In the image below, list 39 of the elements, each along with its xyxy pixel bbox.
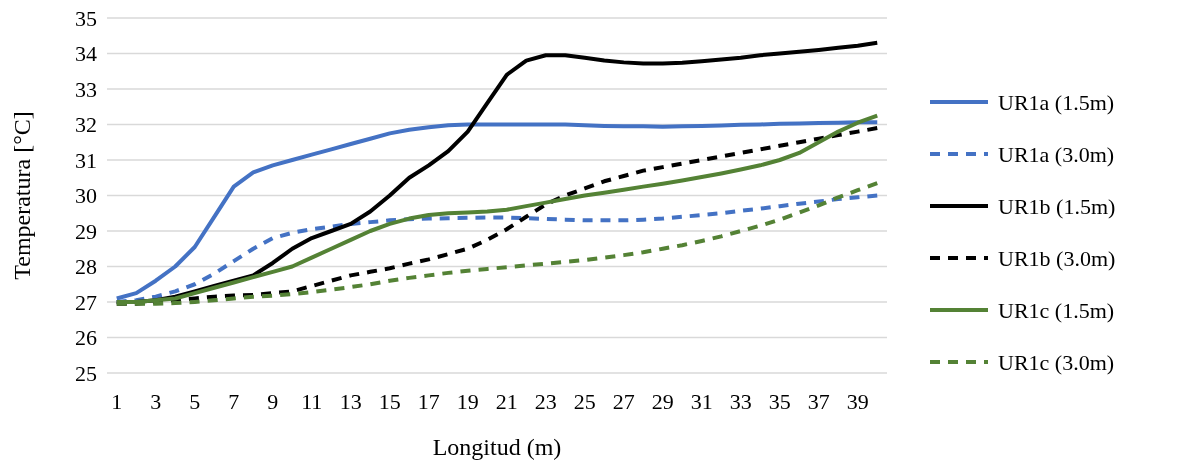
x-tick-label: 31 — [690, 389, 713, 414]
y-tick-label: 32 — [75, 112, 97, 138]
y-tick-label: 25 — [75, 360, 97, 386]
x-tick-label: 21 — [495, 389, 518, 414]
y-tick-label: 30 — [75, 183, 97, 209]
x-tick-label: 7 — [228, 389, 240, 414]
x-tick-label: 23 — [534, 389, 557, 414]
x-axis-title: Longitud (m) — [432, 434, 562, 460]
legend-label: UR1a (1.5m) — [998, 89, 1115, 115]
legend-label: UR1b (3.0m) — [998, 245, 1116, 271]
legend-label: UR1c (1.5m) — [998, 297, 1115, 323]
x-tick-label: 25 — [573, 389, 596, 414]
legend-label: UR1c (3.0m) — [998, 349, 1115, 375]
x-tick-label: 39 — [846, 389, 869, 414]
y-tick-label: 34 — [75, 41, 97, 67]
x-tick-label: 9 — [267, 389, 279, 414]
x-tick-label: 1 — [111, 389, 123, 414]
x-tick-label: 37 — [807, 389, 830, 414]
y-tick-label: 28 — [75, 254, 97, 280]
y-tick-label: 35 — [75, 5, 97, 31]
x-tick-label: 29 — [651, 389, 674, 414]
y-tick-label: 33 — [75, 76, 97, 102]
y-tick-label: 26 — [75, 325, 97, 351]
x-tick-label: 27 — [612, 389, 635, 414]
y-tick-label: 27 — [75, 289, 97, 315]
x-tick-label: 35 — [768, 389, 791, 414]
y-tick-label: 31 — [75, 147, 97, 173]
x-tick-label: 19 — [456, 389, 479, 414]
x-tick-label: 15 — [378, 389, 401, 414]
x-tick-label: 11 — [301, 389, 323, 414]
legend-label: UR1b (1.5m) — [998, 193, 1116, 219]
legend-label: UR1a (3.0m) — [998, 141, 1115, 167]
x-tick-label: 13 — [339, 389, 362, 414]
y-tick-label: 29 — [75, 218, 97, 244]
x-tick-label: 17 — [417, 389, 440, 414]
x-tick-label: 5 — [189, 389, 201, 414]
y-axis-title: Temperatura [°C] — [9, 111, 35, 280]
x-tick-label: 3 — [150, 389, 162, 414]
x-tick-label: 33 — [729, 389, 752, 414]
